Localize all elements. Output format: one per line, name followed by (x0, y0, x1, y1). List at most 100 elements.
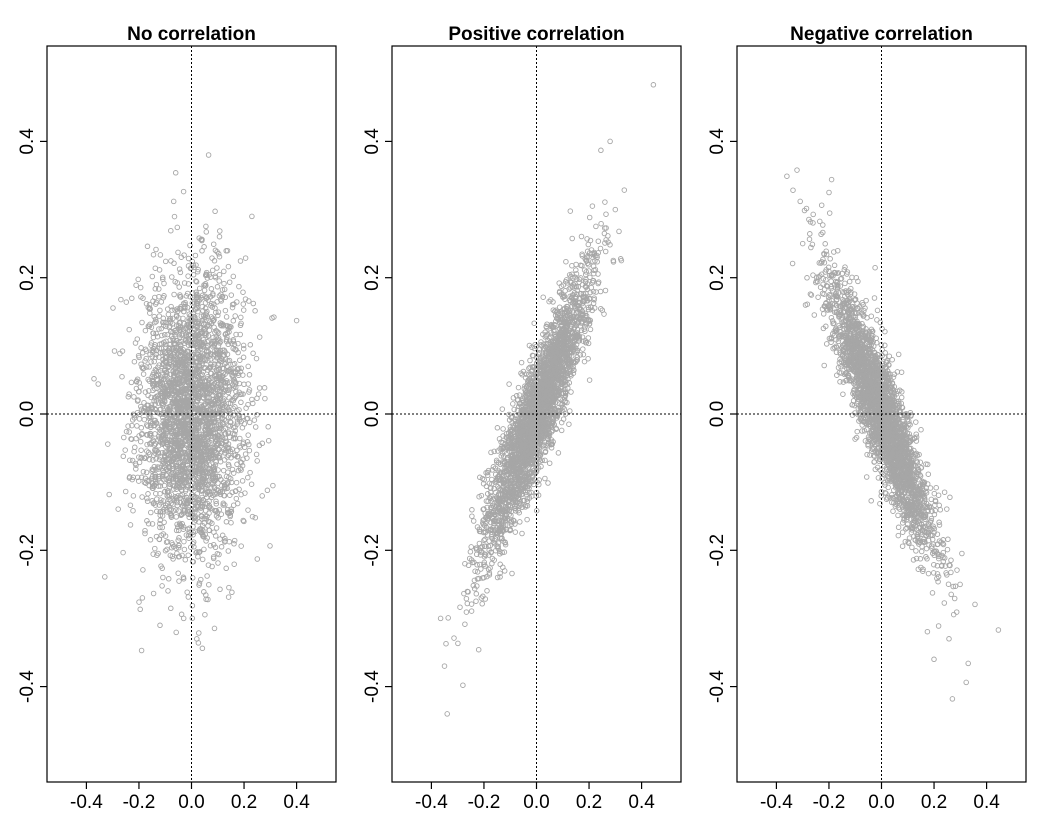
data-point (239, 478, 246, 484)
data-point (197, 345, 204, 352)
data-point (240, 289, 246, 295)
data-point (199, 350, 205, 357)
data-point (252, 308, 258, 314)
data-point (213, 400, 219, 407)
data-point (141, 416, 148, 423)
data-point (166, 349, 173, 355)
data-point (176, 578, 182, 584)
data-point (184, 589, 190, 595)
data-point (140, 371, 147, 377)
data-point (150, 298, 156, 304)
data-point (210, 241, 217, 247)
data-point (172, 170, 179, 176)
data-point (246, 419, 253, 426)
data-point (185, 255, 192, 262)
data-point (231, 361, 238, 367)
data-point (133, 282, 139, 288)
data-point (146, 388, 152, 394)
data-point (144, 422, 150, 428)
data-point (160, 401, 166, 407)
data-point (226, 463, 232, 469)
data-point (245, 432, 251, 438)
data-point (168, 512, 175, 518)
data-point (259, 493, 265, 499)
data-point (216, 233, 223, 240)
data-point (217, 320, 224, 326)
data-point (179, 521, 185, 527)
data-point (256, 334, 263, 340)
data-point (152, 545, 158, 552)
data-point (154, 508, 160, 515)
data-point (147, 537, 154, 543)
data-point (143, 469, 150, 476)
data-point (184, 304, 191, 311)
data-point (204, 513, 210, 519)
data-point (254, 395, 260, 402)
data-point (159, 565, 165, 572)
data-point (214, 328, 221, 335)
data-point (230, 470, 237, 476)
data-point (166, 478, 173, 484)
data-point (185, 273, 191, 279)
data-point (157, 622, 163, 629)
data-point (223, 519, 230, 525)
data-point (153, 456, 159, 462)
data-point (497, 561, 503, 568)
data-point (142, 527, 148, 534)
data-point (197, 526, 203, 532)
data-point (216, 253, 223, 260)
data-point (215, 410, 222, 416)
data-point (136, 459, 143, 466)
data-point (524, 516, 530, 523)
data-point (143, 348, 150, 354)
data-point (186, 529, 193, 535)
data-point (244, 439, 251, 445)
data-point (169, 321, 176, 327)
data-point (160, 294, 167, 301)
y-tick-label: 0.0 (17, 401, 38, 427)
data-point (224, 454, 231, 460)
data-point (163, 338, 169, 345)
data-point (163, 427, 170, 433)
data-point (118, 296, 124, 303)
data-point (479, 601, 485, 607)
data-point (131, 415, 138, 421)
data-point (203, 596, 209, 603)
data-point (191, 362, 197, 369)
data-point (201, 546, 207, 553)
data-point (129, 295, 135, 302)
data-point (207, 376, 213, 382)
data-point (106, 491, 112, 498)
data-point (183, 293, 190, 299)
data-point (250, 300, 257, 307)
data-point (209, 563, 215, 570)
data-point (230, 405, 236, 412)
data-point (185, 331, 192, 338)
data-point (212, 329, 218, 336)
data-point (216, 293, 223, 299)
data-point (187, 369, 193, 376)
data-point (182, 488, 189, 494)
data-point (196, 580, 203, 586)
data-point (194, 491, 201, 497)
data-point (144, 441, 150, 448)
data-point (206, 527, 213, 534)
data-point (153, 246, 159, 253)
data-point (616, 228, 622, 235)
data-point (195, 266, 201, 273)
data-point (159, 274, 166, 281)
data-point (129, 457, 136, 464)
data-point (165, 364, 171, 371)
data-point (481, 537, 487, 544)
data-point (177, 342, 184, 348)
data-point (126, 391, 132, 397)
data-point (468, 544, 474, 550)
data-point (180, 615, 187, 622)
data-point (194, 345, 201, 351)
data-point (219, 532, 226, 539)
data-point (156, 267, 163, 273)
data-point (199, 556, 206, 563)
data-point (201, 589, 207, 595)
data-point (464, 600, 471, 607)
data-point (196, 285, 203, 292)
